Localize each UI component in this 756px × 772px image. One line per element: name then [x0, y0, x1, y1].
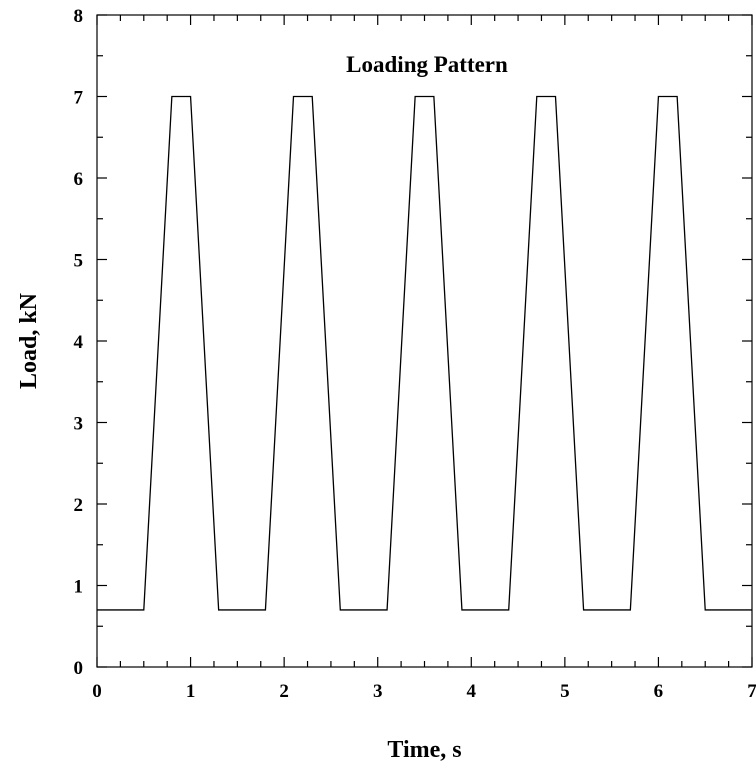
x-axis-title: Time, s: [387, 737, 461, 763]
y-tick-label: 2: [74, 495, 84, 516]
tick-marks: [96, 14, 753, 668]
x-tick-label: 6: [654, 681, 664, 702]
x-tick-label: 2: [279, 681, 289, 702]
load-series-line: [97, 95, 752, 611]
y-tick-label: 4: [74, 332, 84, 353]
chart-title: Loading Pattern: [346, 52, 508, 77]
y-tick-label: 8: [74, 6, 84, 27]
x-tick-label: 7: [747, 681, 756, 702]
x-tick-label: 0: [92, 681, 102, 702]
y-tick-label: 5: [74, 251, 84, 272]
x-tick-label: 1: [186, 681, 196, 702]
tick-labels: 0 1 2 3 4 5 6 7 0 1 2 3 4 5 6 7 8: [74, 6, 756, 702]
series-group: [97, 95, 752, 611]
y-tick-label: 1: [74, 577, 84, 598]
y-tick-label: 3: [74, 414, 84, 435]
y-tick-label: 6: [74, 169, 84, 190]
y-tick-label: 0: [74, 658, 84, 679]
x-tick-label: 3: [373, 681, 383, 702]
y-axis-title: Load, kN: [16, 292, 42, 389]
plot-frame: [96, 14, 753, 668]
y-tick-label: 7: [74, 88, 84, 109]
x-tick-label: 5: [560, 681, 570, 702]
x-tick-label: 4: [467, 681, 477, 702]
